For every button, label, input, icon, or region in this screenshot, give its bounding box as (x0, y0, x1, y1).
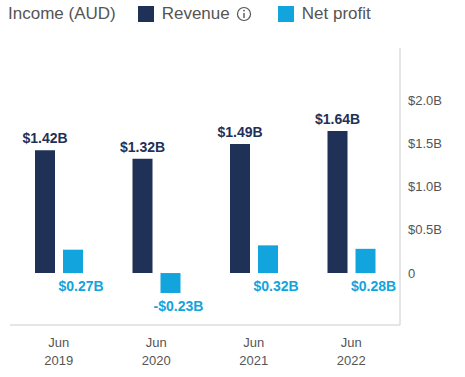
svg-text:Jun2020: Jun2020 (142, 335, 171, 368)
svg-text:Jun2019: Jun2019 (44, 335, 73, 368)
svg-text:0: 0 (408, 266, 415, 281)
svg-text:-$0.23B: -$0.23B (154, 298, 204, 314)
html-text:Revenue: Revenue (161, 4, 230, 23)
svg-text:$0.5B: $0.5B (408, 222, 442, 237)
svg-text:$2.0B: $2.0B (408, 93, 442, 108)
html-text:Net profit: Net profit (301, 4, 371, 23)
html-text:Income (AUD): Income (AUD) (8, 4, 116, 23)
svg-text:$0.32B: $0.32B (253, 278, 298, 294)
svg-text:$0.28B: $0.28B (351, 278, 396, 294)
svg-text:$1.32B: $1.32B (120, 139, 165, 155)
svg-text:$1.42B: $1.42B (22, 130, 67, 146)
svg-text:$1.0B: $1.0B (408, 179, 442, 194)
svg-text:$1.64B: $1.64B (315, 111, 360, 127)
svg-text:Jun2022: Jun2022 (337, 335, 366, 368)
svg-text:$0.27B: $0.27B (58, 278, 103, 294)
svg-text:$1.49B: $1.49B (217, 124, 262, 140)
svg-text:Jun2021: Jun2021 (239, 335, 268, 368)
svg-text:$1.5B: $1.5B (408, 136, 442, 151)
